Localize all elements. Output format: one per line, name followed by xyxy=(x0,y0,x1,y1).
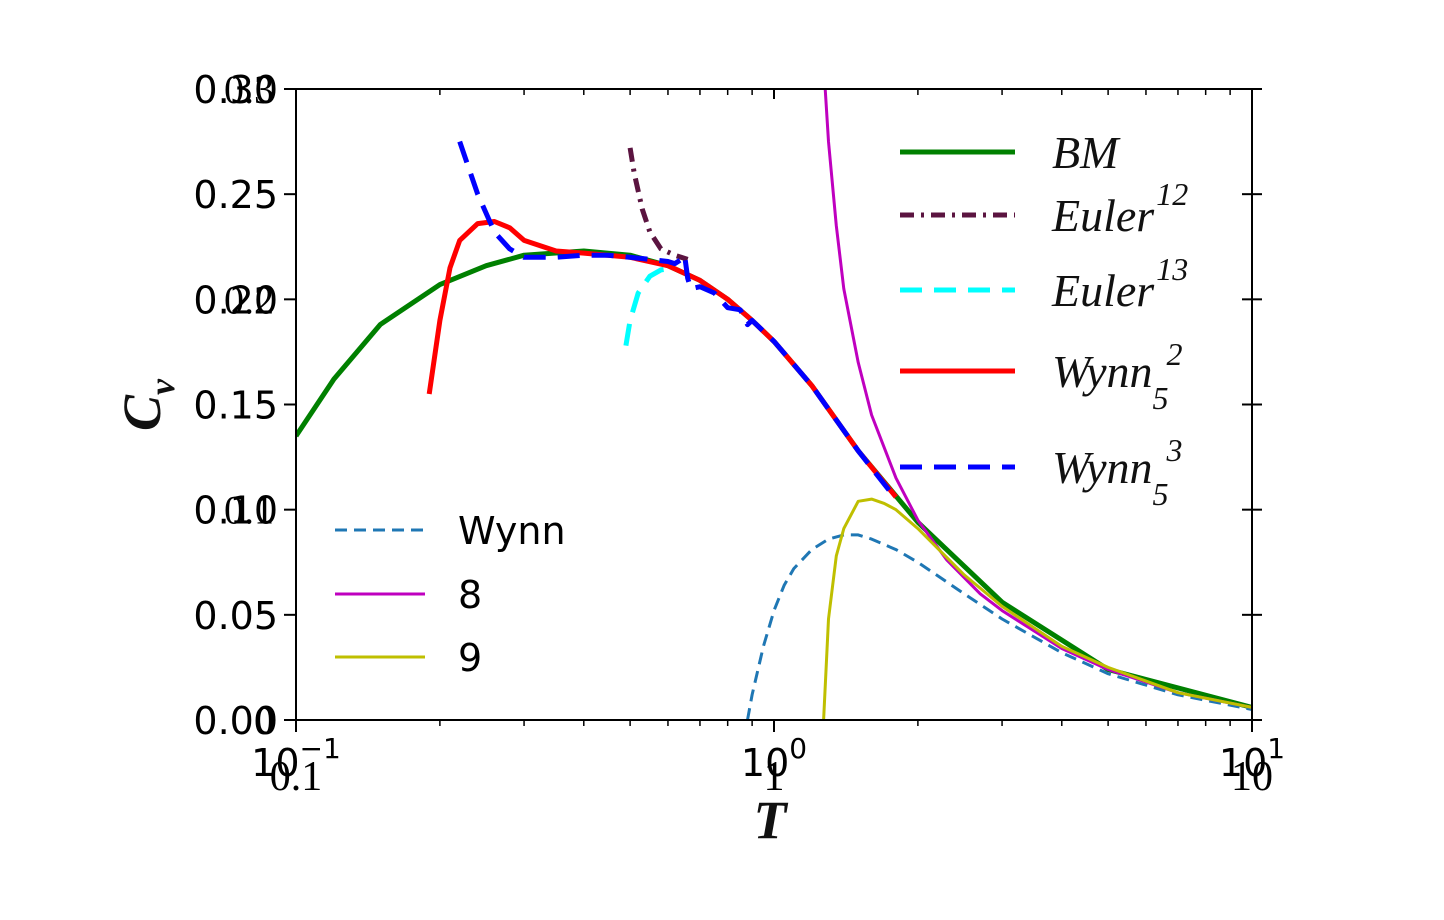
y-tick-label: 0.00 xyxy=(193,699,278,743)
y-tick-label: 0.05 xyxy=(193,594,278,638)
legend-label: Euler13 xyxy=(1051,251,1188,316)
y-tick-label: 0.25 xyxy=(193,173,278,217)
x-tick-label: 101 xyxy=(1219,732,1285,785)
x-tick-label-secondary: 0.1 xyxy=(270,754,323,800)
legend-label: Wynn52 xyxy=(1052,336,1183,416)
y-tick-label: 0.20 xyxy=(193,278,278,322)
y-tick-label: 0.10 xyxy=(193,489,278,533)
series-line-4 xyxy=(457,140,898,501)
y-tick-label-secondary: 0.2 xyxy=(224,277,274,322)
x-tick-label-secondary: 1 xyxy=(764,754,785,800)
legend-label: Euler12 xyxy=(1051,176,1188,241)
x-tick-label-secondary: 10 xyxy=(1231,754,1273,800)
x-tick-label: 100 xyxy=(741,732,807,785)
x-tick-label: 10−1 xyxy=(251,732,341,785)
y-axis-label: Cv xyxy=(112,378,182,431)
legend-label: Wynn53 xyxy=(1052,432,1183,512)
series-line-5 xyxy=(746,533,1252,720)
series-line-2 xyxy=(623,265,676,347)
series-line-7 xyxy=(822,497,1252,720)
ticks-layer: 0.0000.050.100.10.150.200.20.250.300.310… xyxy=(193,67,1285,800)
legend-label: 8 xyxy=(458,573,482,617)
series-line-6 xyxy=(823,89,1252,709)
y-tick-label-secondary: 0 xyxy=(254,698,274,743)
x-axis-label: T xyxy=(754,790,789,850)
series-layer xyxy=(296,89,1252,720)
y-tick-label: 0.30 xyxy=(193,68,278,112)
y-tick-label: 0.15 xyxy=(193,384,278,428)
legend-label: 9 xyxy=(458,636,482,680)
legend-label: BM xyxy=(1052,127,1121,178)
y-tick-label-secondary: 0.1 xyxy=(224,488,274,533)
legend-label: Wynn xyxy=(458,509,566,553)
y-tick-label-secondary: 0.3 xyxy=(224,67,274,112)
y-axis-label-group: Cv xyxy=(112,378,182,431)
